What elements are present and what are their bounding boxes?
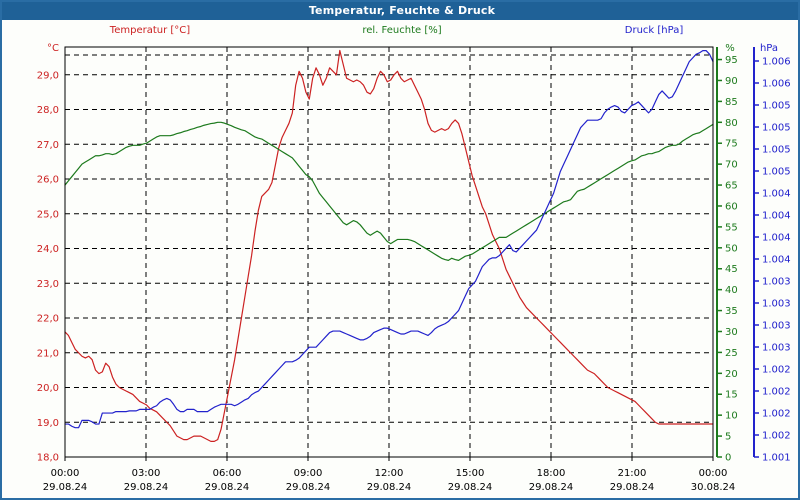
humidity-tick-label: 35 — [725, 306, 738, 317]
x-tick-date: 29.08.24 — [205, 482, 250, 493]
legend-label-2: Druck [hPa] — [625, 25, 684, 36]
plot-frame — [64, 46, 714, 458]
x-tick-date: 29.08.24 — [43, 482, 88, 493]
pressure-tick-label: 1.002 — [762, 431, 791, 442]
pressure-tick-label: 1.004 — [762, 211, 791, 222]
x-tick-date: 29.08.24 — [367, 482, 412, 493]
humidity-tick-label: 25 — [725, 348, 738, 359]
humidity-tick-label: 70 — [725, 160, 738, 171]
x-tick-time: 00:00 — [51, 468, 80, 479]
pressure-tick-label: 1.002 — [762, 387, 791, 398]
temperature-tick-label: 29,0 — [37, 70, 59, 81]
temperature-tick-label: 20,0 — [37, 383, 59, 394]
temperature-tick-label: 27,0 — [37, 140, 59, 151]
humidity-tick-label: 5 — [725, 432, 731, 443]
pressure-tick-label: 1.003 — [762, 277, 791, 288]
x-tick-date: 29.08.24 — [286, 482, 331, 493]
pressure-tick-label: 1.001 — [762, 453, 791, 464]
humidity-tick-label: 0 — [725, 453, 731, 464]
temperature-tick-label: 19,0 — [37, 418, 59, 429]
humidity-tick-label: 85 — [725, 97, 738, 108]
pressure-tick-label: 1.002 — [762, 409, 791, 420]
humidity-tick-label: 80 — [725, 118, 738, 129]
humidity-axis-unit: % — [725, 43, 735, 54]
pressure-tick-label: 1.003 — [762, 343, 791, 354]
pressure-tick-label: 1.004 — [762, 233, 791, 244]
humidity-tick-label: 50 — [725, 243, 738, 254]
series-line-humidity — [64, 121, 714, 261]
x-tick-time: 15:00 — [456, 468, 485, 479]
x-tick-time: 21:00 — [618, 468, 647, 479]
humidity-tick-label: 20 — [725, 369, 738, 380]
x-tick-time: 03:00 — [132, 468, 161, 479]
pressure-tick-label: 1.002 — [762, 365, 791, 376]
humidity-tick-label: 65 — [725, 181, 738, 192]
chart-svg: Temperatur [°C] rel. Feuchte [%] Druck [hP… — [37, 25, 791, 493]
chart-canvas: Temperatur [°C] rel. Feuchte [%] Druck [hP… — [2, 20, 798, 498]
temperature-tick-label: 22,0 — [37, 314, 59, 325]
pressure-tick-label: 1.006 — [762, 57, 791, 68]
temperature-tick-label: 24,0 — [37, 244, 59, 255]
x-tick-date: 29.08.24 — [610, 482, 655, 493]
humidity-tick-label: 10 — [725, 411, 738, 422]
series-line-pressure — [64, 50, 714, 429]
temperature-tick-label: 21,0 — [37, 348, 59, 359]
humidity-tick-label: 40 — [725, 285, 738, 296]
pressure-tick-label: 1.003 — [762, 321, 791, 332]
temperature-tick-label: 18,0 — [37, 453, 59, 464]
humidity-tick-label: 90 — [725, 76, 738, 87]
humidity-tick-label: 60 — [725, 201, 738, 212]
humidity-tick-label: 15 — [725, 390, 738, 401]
x-tick-time: 09:00 — [294, 468, 323, 479]
pressure-tick-label: 1.004 — [762, 189, 791, 200]
x-tick-date: 30.08.24 — [691, 482, 736, 493]
x-tick-time: 18:00 — [537, 468, 566, 479]
temperature-axis-unit: °C — [47, 43, 59, 54]
pressure-tick-label: 1.004 — [762, 255, 791, 266]
temperature-tick-label: 26,0 — [37, 175, 59, 186]
window-title: Temperatur, Feuchte & Druck — [2, 2, 798, 20]
pressure-tick-label: 1.006 — [762, 79, 791, 90]
temperature-tick-label: 23,0 — [37, 279, 59, 290]
pressure-tick-label: 1.005 — [762, 145, 791, 156]
humidity-tick-label: 75 — [725, 139, 738, 150]
x-tick-time: 12:00 — [375, 468, 404, 479]
pressure-tick-label: 1.005 — [762, 123, 791, 134]
pressure-tick-label: 1.003 — [762, 299, 791, 310]
pressure-tick-label: 1.005 — [762, 167, 791, 178]
pressure-axis-unit: hPa — [760, 43, 778, 54]
humidity-tick-label: 30 — [725, 327, 738, 338]
legend-label-1: rel. Feuchte [%] — [362, 25, 441, 36]
x-tick-date: 29.08.24 — [448, 482, 493, 493]
x-tick-date: 29.08.24 — [529, 482, 574, 493]
x-tick-time: 06:00 — [213, 468, 242, 479]
temperature-tick-label: 25,0 — [37, 209, 59, 220]
legend-label-0: Temperatur [°C] — [109, 25, 190, 36]
x-tick-date: 29.08.24 — [124, 482, 169, 493]
x-tick-time: 00:00 — [699, 468, 728, 479]
humidity-tick-label: 55 — [725, 222, 738, 233]
humidity-tick-label: 45 — [725, 264, 738, 275]
humidity-tick-label: 95 — [725, 55, 738, 66]
series-line-temperature — [64, 49, 714, 442]
temperature-tick-label: 28,0 — [37, 105, 59, 116]
plot-frame-overlay — [64, 46, 714, 458]
pressure-tick-label: 1.005 — [762, 101, 791, 112]
